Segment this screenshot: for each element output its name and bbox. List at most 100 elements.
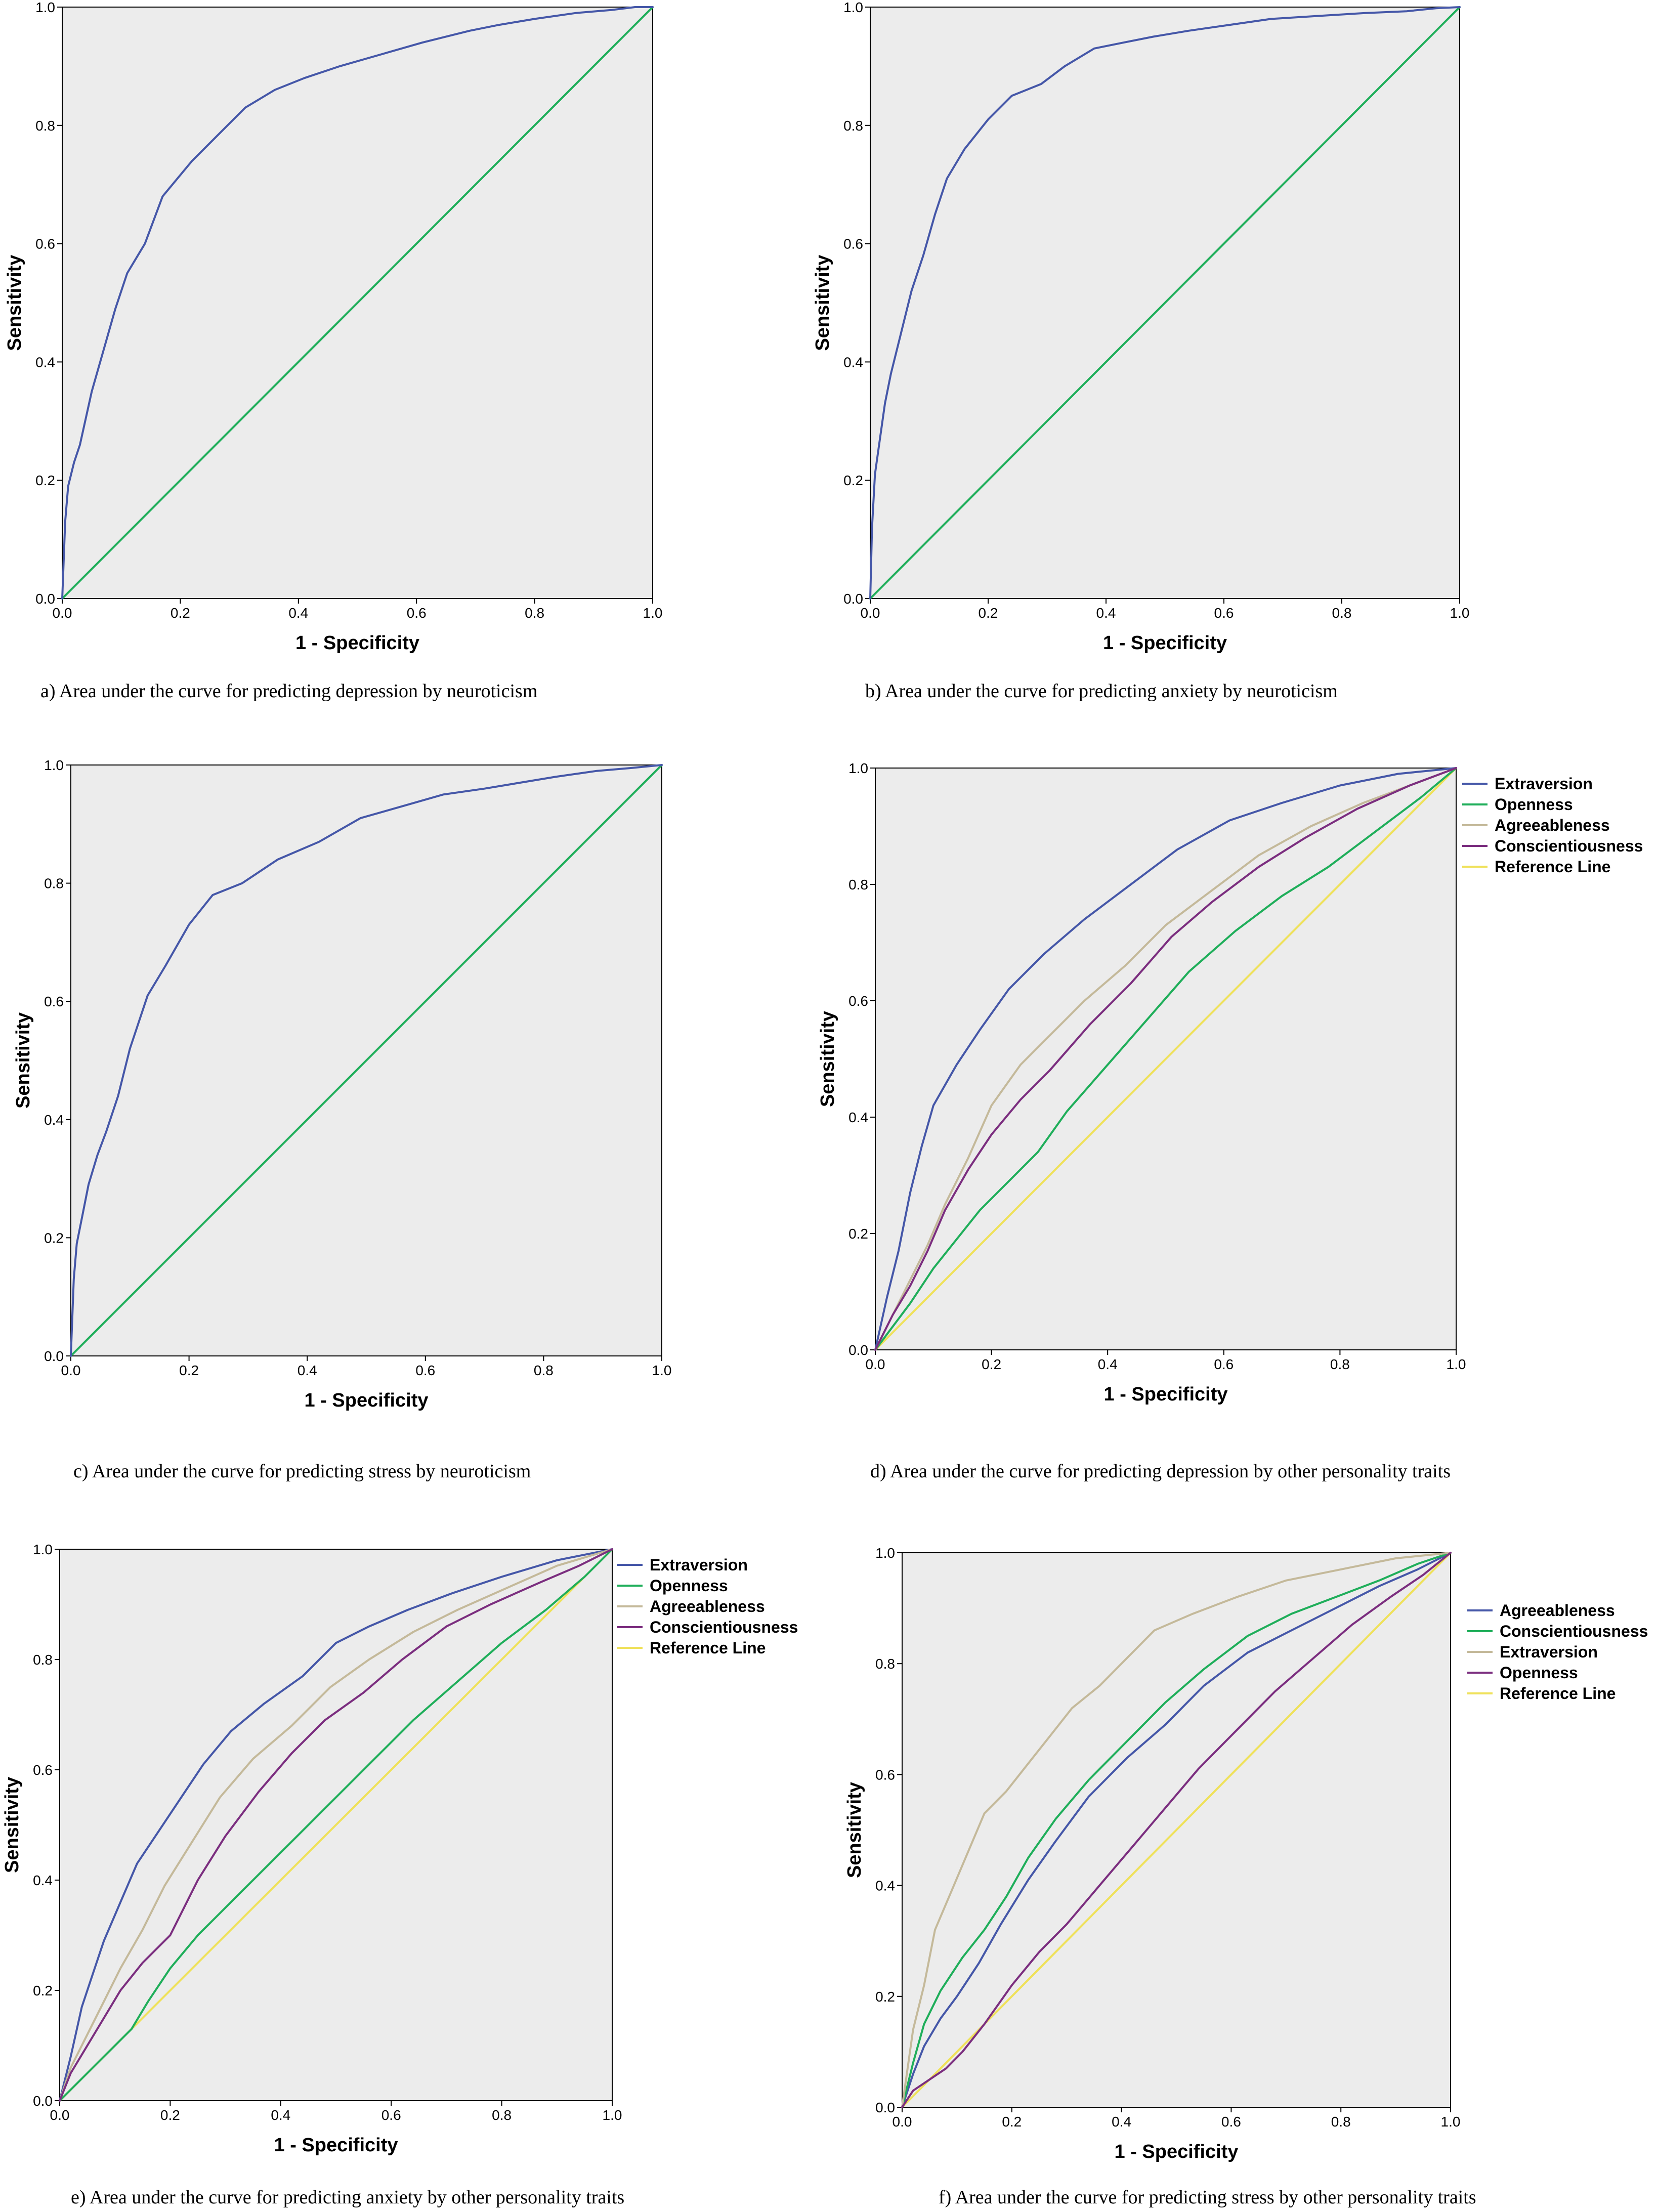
y-tick-label: 0.4 <box>848 1110 868 1125</box>
legend: Agreeableness Conscientiousness Extraversi… <box>1467 1601 1648 1703</box>
y-tick-label: 0.8 <box>843 118 863 134</box>
legend-label-agreeableness: Agreeableness <box>1495 816 1610 834</box>
x-tick-label: 0.8 <box>1331 2114 1351 2130</box>
y-axis-label: Sensitivity <box>13 1012 34 1109</box>
series-line-reference-line <box>874 767 1457 1351</box>
y-tick-label: 1.0 <box>44 757 64 773</box>
x-tick-label: 1.0 <box>643 605 663 621</box>
x-tick-label: 1.0 <box>1450 605 1470 621</box>
legend-label-agreeableness: Agreeableness <box>650 1597 765 1615</box>
y-tick-label: 0.6 <box>33 1762 53 1778</box>
legend-label-conscientiousness: Conscientiousness <box>650 1618 798 1636</box>
legend: Extraversion Openness Agreeableness Conscie… <box>1462 775 1643 876</box>
x-tick-label: 0.6 <box>1221 2114 1241 2130</box>
series-line-conscientiousness <box>901 1552 1452 2108</box>
figure-caption: f) Area under the curve for predicting s… <box>939 2187 1476 2208</box>
y-tick-label: 1.0 <box>875 1545 895 1561</box>
legend-label-extraversion: Extraversion <box>1495 775 1593 793</box>
x-tick-label: 0.6 <box>1214 605 1234 621</box>
y-axis-label: Sensitivity <box>812 254 833 351</box>
series-line-reference-line <box>70 764 663 1357</box>
legend-label-agreeableness: Agreeableness <box>1500 1601 1615 1620</box>
legend-label-reference-line: Reference Line <box>650 1639 766 1657</box>
series-line-conscientiousness <box>874 767 1457 1351</box>
x-axis-label: 1 - Specificity <box>295 632 419 654</box>
x-axis-label: 1 - Specificity <box>1115 2141 1239 2162</box>
x-tick-label: 0.0 <box>861 605 880 621</box>
y-axis-label: Sensitivity <box>2 1777 23 1873</box>
y-tick-label: 0.2 <box>848 1226 868 1242</box>
series-line-extraversion <box>59 1548 613 2102</box>
x-tick-label: 1.0 <box>652 1363 672 1378</box>
series-line-conscientiousness <box>59 1548 613 2102</box>
x-tick-label: 0.0 <box>53 605 72 621</box>
x-tick-label: 0.4 <box>271 2107 290 2123</box>
legend-label-extraversion: Extraversion <box>1500 1643 1598 1661</box>
x-tick-label: 0.8 <box>1330 1356 1350 1372</box>
x-tick-label: 0.2 <box>982 1356 1001 1372</box>
x-tick-label: 0.4 <box>1112 2114 1131 2130</box>
figure-caption: a) Area under the curve for predicting d… <box>40 680 537 702</box>
series-line-agreeableness <box>901 1552 1452 2108</box>
y-tick-label: 0.2 <box>875 1989 895 2005</box>
x-tick-label: 0.6 <box>415 1363 435 1378</box>
series-line-openness <box>59 1548 613 2102</box>
x-tick-label: 0.2 <box>179 1363 199 1378</box>
legend-label-openness: Openness <box>650 1577 728 1595</box>
y-tick-label: 0.8 <box>35 118 55 134</box>
x-tick-label: 0.8 <box>534 1363 554 1378</box>
x-tick-label: 0.8 <box>525 605 544 621</box>
x-tick-label: 0.8 <box>492 2107 512 2123</box>
x-tick-label: 0.8 <box>1332 605 1352 621</box>
y-tick-label: 0.8 <box>33 1652 53 1668</box>
y-tick-label: 0.6 <box>848 993 868 1009</box>
y-tick-label: 0.4 <box>843 354 863 370</box>
legend-label-openness: Openness <box>1500 1664 1578 1682</box>
y-tick-label: 0.6 <box>44 994 64 1009</box>
x-tick-label: 0.4 <box>1096 605 1116 621</box>
x-axis-label: 1 - Specificity <box>305 1390 429 1411</box>
y-tick-label: 0.0 <box>843 591 863 607</box>
y-tick-label: 0.2 <box>35 473 55 488</box>
x-tick-label: 0.0 <box>866 1356 885 1372</box>
y-tick-label: 0.8 <box>44 876 64 891</box>
series-line-reference-line <box>869 6 1461 600</box>
y-tick-label: 1.0 <box>848 760 868 776</box>
y-tick-label: 0.2 <box>33 1983 53 1998</box>
chart-panel-c: 0.0 0.2 0.4 0.6 0.8 1.0 0.0 0.2 0.4 0.6 0.8 1.0 1 - … <box>13 757 671 1482</box>
chart-panel-f: 0.0 0.2 0.4 0.6 0.8 1.0 0.0 0.2 0.4 0.6 0.8 1.0 1 - … <box>844 1545 1648 2208</box>
x-tick-label: 0.2 <box>171 605 190 621</box>
series-line-reference-line <box>901 1552 1452 2108</box>
series-line-agreeableness <box>874 767 1457 1351</box>
chart-panel-a: 0.0 0.2 0.4 0.6 0.8 1.0 0.0 0.2 0.4 0.6 0.8 1.0 1 - … <box>4 0 662 702</box>
y-tick-label: 1.0 <box>33 1542 53 1557</box>
legend-label-conscientiousness: Conscientiousness <box>1500 1622 1648 1640</box>
y-tick-label: 0.4 <box>44 1112 64 1128</box>
y-tick-label: 0.4 <box>35 354 55 370</box>
y-tick-label: 0.6 <box>843 236 863 252</box>
x-tick-label: 0.0 <box>50 2107 70 2123</box>
x-tick-label: 0.0 <box>893 2114 912 2130</box>
legend-label-reference-line: Reference Line <box>1495 858 1610 876</box>
x-tick-label: 0.4 <box>298 1363 317 1378</box>
figure-caption: e) Area under the curve for predicting a… <box>71 2187 624 2208</box>
y-tick-label: 0.0 <box>33 2093 53 2109</box>
x-tick-label: 0.6 <box>381 2107 401 2123</box>
series-line-neuroticism <box>70 764 663 1357</box>
y-tick-label: 0.0 <box>875 2100 895 2115</box>
series-line-extraversion <box>874 767 1457 1351</box>
series-line-reference-line <box>61 6 654 600</box>
y-tick-label: 0.4 <box>875 1878 895 1894</box>
legend-label-conscientiousness: Conscientiousness <box>1495 837 1643 855</box>
series-line-openness <box>874 767 1457 1351</box>
chart-panel-b: 0.0 0.2 0.4 0.6 0.8 1.0 0.0 0.2 0.4 0.6 0.8 1.0 1 - … <box>812 0 1469 702</box>
y-tick-label: 0.8 <box>848 877 868 892</box>
x-tick-label: 1.0 <box>1441 2114 1461 2130</box>
x-axis-label: 1 - Specificity <box>1103 632 1227 654</box>
x-axis-label: 1 - Specificity <box>274 2135 398 2156</box>
x-tick-label: 0.2 <box>160 2107 180 2123</box>
series-line-reference-line <box>59 1548 613 2102</box>
y-axis-label: Sensitivity <box>844 1782 865 1878</box>
x-tick-label: 1.0 <box>1447 1356 1466 1372</box>
